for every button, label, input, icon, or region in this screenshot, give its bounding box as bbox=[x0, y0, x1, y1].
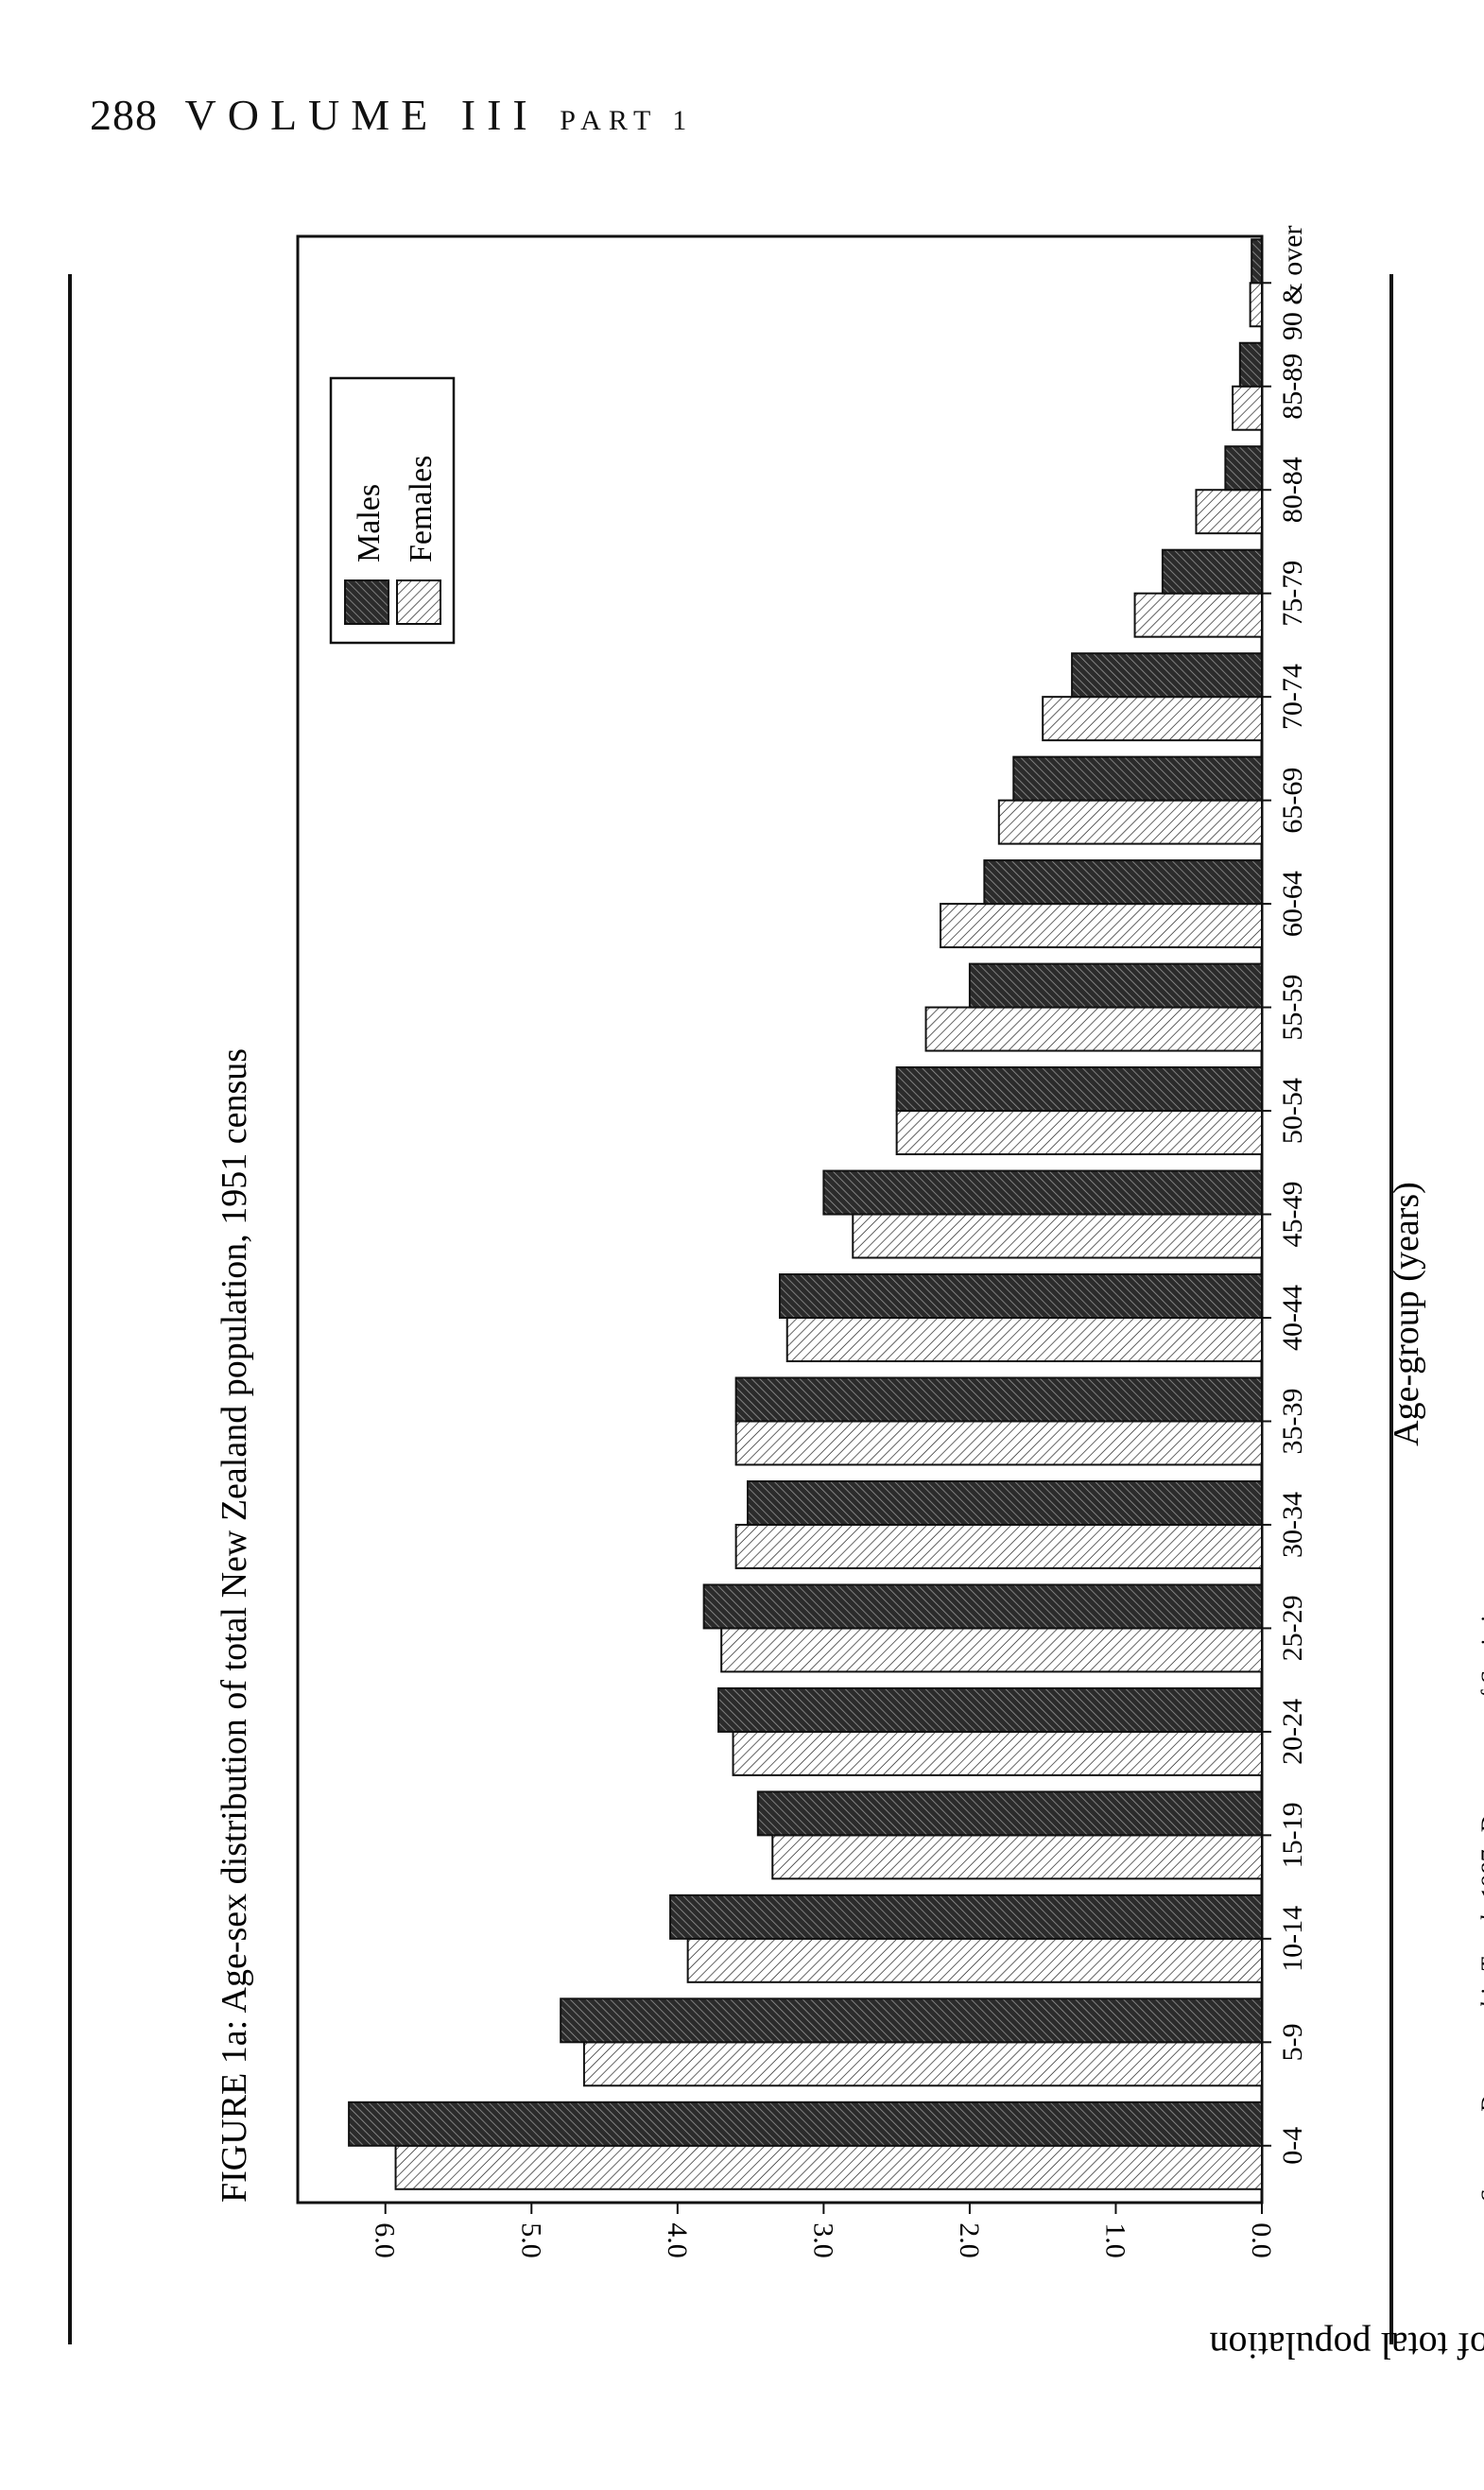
bar-females-25-29 bbox=[720, 1627, 1263, 1673]
bar-females-80-84 bbox=[1195, 489, 1264, 535]
bar-males-10-14 bbox=[669, 1893, 1263, 1940]
x-axis-title: Age-group (years) bbox=[1387, 1182, 1426, 1446]
bar-males-25-29 bbox=[702, 1583, 1263, 1630]
category-label: 90 & over bbox=[1277, 225, 1308, 340]
category-label: 30-34 bbox=[1277, 1492, 1308, 1558]
value-tick-label: 2.0 bbox=[954, 2222, 985, 2258]
bar-females-40-44 bbox=[785, 1317, 1264, 1362]
bar-females-60-64 bbox=[940, 903, 1263, 949]
bar-females-90over bbox=[1249, 282, 1264, 328]
value-tick-label: 3.0 bbox=[807, 2222, 838, 2258]
right-rule bbox=[1389, 274, 1393, 2344]
value-tick-label: 1.0 bbox=[1099, 2222, 1130, 2258]
source-work: Demographic Trends 1987 bbox=[1476, 1850, 1484, 2115]
bar-females-65-69 bbox=[997, 799, 1263, 845]
value-tick-label: 0.0 bbox=[1246, 2222, 1277, 2258]
category-label: 75-79 bbox=[1277, 561, 1308, 627]
category-label: 70-74 bbox=[1277, 664, 1308, 730]
bar-females-10-14 bbox=[686, 1937, 1263, 1983]
category-label: 40-44 bbox=[1277, 1285, 1308, 1351]
source-rest: , Department of Statistics bbox=[1476, 1595, 1484, 1844]
bar-females-35-39 bbox=[734, 1420, 1263, 1466]
category-label: 45-49 bbox=[1277, 1182, 1308, 1248]
page-number: 288 bbox=[90, 91, 158, 139]
category-label: 50-54 bbox=[1277, 1078, 1308, 1144]
bar-females-30-34 bbox=[734, 1523, 1263, 1569]
category-label: 55-59 bbox=[1277, 975, 1308, 1041]
legend-label-females: Females bbox=[404, 456, 439, 562]
legend-swatch-males bbox=[344, 579, 389, 625]
category-label: 25-29 bbox=[1277, 1595, 1308, 1661]
bar-males-30-34 bbox=[747, 1479, 1263, 1526]
category-label: 5-9 bbox=[1277, 2023, 1308, 2061]
bars-layer bbox=[348, 238, 1264, 2190]
value-tick-label: 5.0 bbox=[515, 2222, 546, 2258]
bar-males-80-84 bbox=[1224, 445, 1264, 492]
bar-females-20-24 bbox=[732, 1730, 1263, 1776]
bar-males-90over bbox=[1251, 238, 1264, 285]
bar-females-85-89 bbox=[1232, 385, 1264, 431]
bar-males-85-89 bbox=[1238, 341, 1263, 388]
bar-males-55-59 bbox=[968, 962, 1264, 1009]
category-label: 35-39 bbox=[1277, 1388, 1308, 1454]
legend: Males Females bbox=[329, 376, 456, 645]
category-label: 65-69 bbox=[1277, 768, 1308, 834]
left-rule bbox=[68, 274, 72, 2344]
bar-males-0-4 bbox=[348, 2101, 1264, 2147]
bar-females-55-59 bbox=[924, 1006, 1264, 1052]
category-axis-labels: 0-4 5-9 10-14 15-19 20-24 25-29 30-34 35-39 40-4… bbox=[1262, 225, 1308, 2165]
value-tick-label: 4.0 bbox=[662, 2222, 693, 2258]
bar-males-35-39 bbox=[734, 1376, 1263, 1423]
source-label: Source: bbox=[1476, 2127, 1484, 2203]
category-label: 10-14 bbox=[1277, 1906, 1308, 1972]
volume-label: VOLUME III bbox=[184, 91, 539, 139]
bar-males-40-44 bbox=[779, 1273, 1263, 1319]
value-axis-ticks: 0.0 1.0 2.0 3.0 4.0 5.0 6.0 bbox=[370, 2203, 1277, 2258]
bar-males-45-49 bbox=[822, 1169, 1263, 1216]
legend-swatch-females bbox=[396, 579, 441, 625]
source-note: Source: Demographic Trends 1987 , Depart… bbox=[1476, 1595, 1484, 2203]
bar-females-70-74 bbox=[1042, 696, 1263, 742]
figure-title: FIGURE 1a: Age-sex distribution of total… bbox=[215, 1048, 254, 2203]
bar-males-75-79 bbox=[1161, 548, 1263, 595]
y-axis-title: Percentage of total population bbox=[1210, 2325, 1484, 2367]
category-label: 20-24 bbox=[1277, 1699, 1308, 1765]
bar-females-45-49 bbox=[852, 1213, 1263, 1259]
category-label: 85-89 bbox=[1277, 354, 1308, 420]
bar-females-5-9 bbox=[582, 2041, 1263, 2087]
bar-females-75-79 bbox=[1133, 592, 1263, 638]
category-label: 0-4 bbox=[1277, 2127, 1308, 2165]
bar-males-65-69 bbox=[1012, 755, 1263, 802]
bar-males-60-64 bbox=[983, 859, 1263, 906]
bar-males-50-54 bbox=[895, 1066, 1263, 1113]
bar-females-15-19 bbox=[771, 1834, 1263, 1880]
bar-females-50-54 bbox=[895, 1110, 1263, 1156]
bar-males-5-9 bbox=[560, 1997, 1263, 2044]
category-label: 80-84 bbox=[1277, 457, 1308, 523]
bar-males-15-19 bbox=[756, 1790, 1263, 1837]
bar-males-20-24 bbox=[717, 1686, 1263, 1733]
category-label: 60-64 bbox=[1277, 871, 1308, 937]
legend-label-males: Males bbox=[352, 484, 387, 562]
category-label: 15-19 bbox=[1277, 1802, 1308, 1868]
value-tick-label: 6.0 bbox=[370, 2222, 401, 2258]
bar-females-0-4 bbox=[394, 2144, 1263, 2190]
part-label: PART 1 bbox=[560, 105, 695, 136]
page-header: 288 VOLUME III PART 1 bbox=[90, 90, 694, 140]
bar-males-70-74 bbox=[1071, 652, 1263, 699]
